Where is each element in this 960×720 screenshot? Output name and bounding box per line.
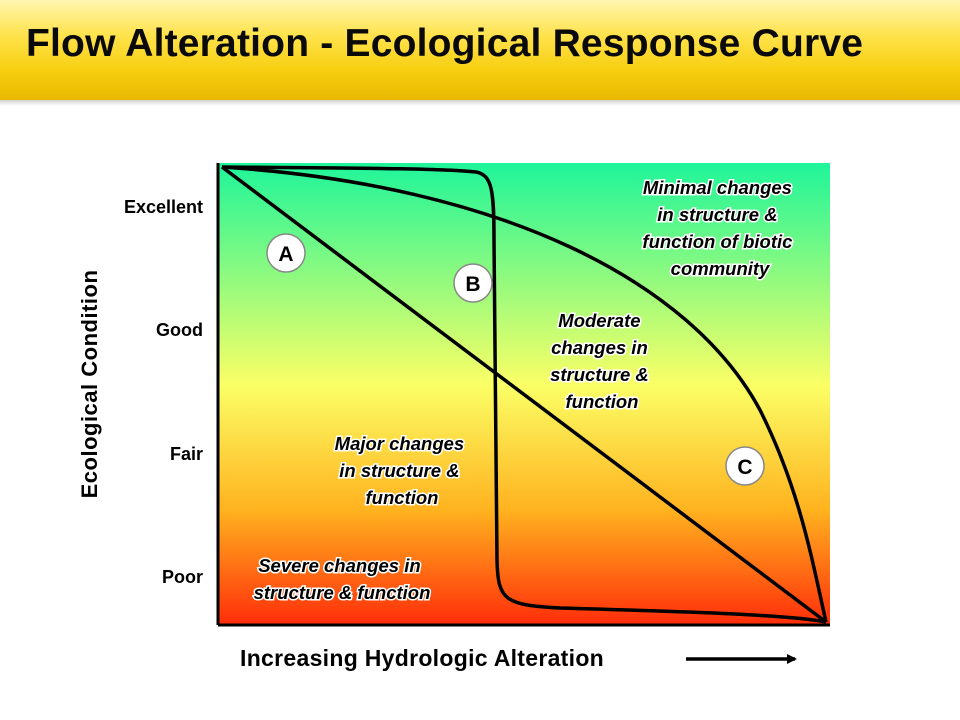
curve-a (220, 165, 828, 624)
curve-a-label: A (266, 233, 306, 273)
curve-b (221, 165, 827, 624)
region-moderate-label: Moderate changes in structure & function (550, 310, 654, 412)
curve-c-label: C (725, 446, 765, 486)
curve-c-letter: C (737, 456, 752, 479)
region-severe-label: Severe changes in structure & function (254, 555, 431, 603)
region-minimal-label: Minimal changes in structure & function … (642, 177, 797, 279)
x-axis-title: Increasing Hydrologic Alteration (240, 645, 605, 671)
y-tick-good: Good (156, 320, 203, 340)
curve-c (221, 165, 828, 623)
curve-a-letter: A (278, 243, 293, 266)
y-tick-poor: Poor (161, 567, 203, 587)
slide-title: Flow Alteration - Ecological Response Cu… (26, 22, 864, 65)
y-tick-excellent: Excellent (123, 197, 203, 217)
region-major-label: Major changes in structure & function (335, 433, 470, 508)
curve-b-letter: B (465, 273, 480, 296)
title-bar: Flow Alteration - Ecological Response Cu… (0, 0, 960, 106)
curve-b-label: B (453, 263, 493, 303)
y-tick-fair: Fair (169, 444, 203, 464)
